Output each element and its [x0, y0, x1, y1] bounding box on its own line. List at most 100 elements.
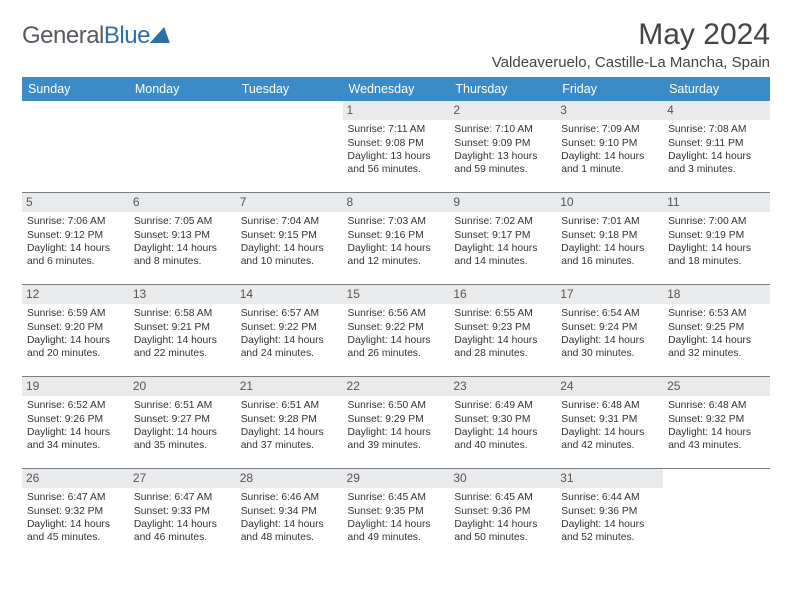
day-number: 23: [449, 377, 556, 396]
sunrise-text: Sunrise: 6:51 AM: [134, 399, 231, 412]
daylight-text: Daylight: 14 hours and 49 minutes.: [348, 518, 445, 544]
calendar-day-cell: 18Sunrise: 6:53 AMSunset: 9:25 PMDayligh…: [663, 285, 770, 377]
daylight-text: Daylight: 14 hours and 28 minutes.: [454, 334, 551, 360]
sunset-text: Sunset: 9:19 PM: [668, 229, 765, 242]
day-number: 2: [449, 101, 556, 120]
sunrise-text: Sunrise: 6:54 AM: [561, 307, 658, 320]
day-number: 3: [556, 101, 663, 120]
weekday-header: Sunday: [22, 77, 129, 101]
calendar-day-cell: 4Sunrise: 7:08 AMSunset: 9:11 PMDaylight…: [663, 101, 770, 193]
day-number: 28: [236, 469, 343, 488]
day-number: 12: [22, 285, 129, 304]
sunrise-text: Sunrise: 6:47 AM: [27, 491, 124, 504]
sunset-text: Sunset: 9:20 PM: [27, 321, 124, 334]
calendar-table: SundayMondayTuesdayWednesdayThursdayFrid…: [22, 77, 770, 560]
calendar-day-cell: 26Sunrise: 6:47 AMSunset: 9:32 PMDayligh…: [22, 469, 129, 561]
calendar-day-cell: 6 Sunrise: 7:05 AMSunset: 9:13 PMDaylight…: [129, 193, 236, 285]
weekday-header: Monday: [129, 77, 236, 101]
calendar-day-cell: 24Sunrise: 6:48 AMSunset: 9:31 PMDayligh…: [556, 377, 663, 469]
sunrise-text: Sunrise: 6:57 AM: [241, 307, 338, 320]
sunrise-text: Sunrise: 7:04 AM: [241, 215, 338, 228]
sunrise-text: Sunrise: 6:44 AM: [561, 491, 658, 504]
brand-part2: Blue: [104, 22, 150, 49]
sunrise-text: Sunrise: 6:55 AM: [454, 307, 551, 320]
sunset-text: Sunset: 9:34 PM: [241, 505, 338, 518]
sunset-text: Sunset: 9:22 PM: [241, 321, 338, 334]
sunset-text: Sunset: 9:10 PM: [561, 137, 658, 150]
day-number: 20: [129, 377, 236, 396]
calendar-day-cell: 30Sunrise: 6:45 AMSunset: 9:36 PMDayligh…: [449, 469, 556, 561]
day-number: 18: [663, 285, 770, 304]
title-block: May 2024 Valdeaveruelo, Castille-La Manc…: [492, 18, 770, 71]
calendar-head: SundayMondayTuesdayWednesdayThursdayFrid…: [22, 77, 770, 101]
day-number: 16: [449, 285, 556, 304]
calendar-day-cell: .: [663, 469, 770, 561]
calendar-day-cell: 17Sunrise: 6:54 AMSunset: 9:24 PMDayligh…: [556, 285, 663, 377]
calendar-day-cell: 31Sunrise: 6:44 AMSunset: 9:36 PMDayligh…: [556, 469, 663, 561]
sunrise-text: Sunrise: 6:45 AM: [454, 491, 551, 504]
brand-part1: General: [22, 22, 104, 49]
calendar-day-cell: 9Sunrise: 7:02 AMSunset: 9:17 PMDaylight…: [449, 193, 556, 285]
daylight-text: Daylight: 14 hours and 10 minutes.: [241, 242, 338, 268]
daylight-text: Daylight: 14 hours and 35 minutes.: [134, 426, 231, 452]
calendar-day-cell: 11Sunrise: 7:00 AMSunset: 9:19 PMDayligh…: [663, 193, 770, 285]
brand-text: GeneralBlue: [22, 22, 150, 50]
calendar-day-cell: 3 Sunrise: 7:09 AMSunset: 9:10 PMDaylight…: [556, 101, 663, 193]
sunrise-text: Sunrise: 6:53 AM: [668, 307, 765, 320]
calendar-day-cell: 13Sunrise: 6:58 AMSunset: 9:21 PMDayligh…: [129, 285, 236, 377]
daylight-text: Daylight: 14 hours and 37 minutes.: [241, 426, 338, 452]
brand-triangle-icon: [150, 27, 174, 43]
sunset-text: Sunset: 9:15 PM: [241, 229, 338, 242]
calendar-week-row: 12Sunrise: 6:59 AMSunset: 9:20 PMDayligh…: [22, 285, 770, 377]
day-number: 19: [22, 377, 129, 396]
calendar-week-row: 19Sunrise: 6:52 AMSunset: 9:26 PMDayligh…: [22, 377, 770, 469]
sunset-text: Sunset: 9:32 PM: [27, 505, 124, 518]
daylight-text: Daylight: 14 hours and 8 minutes.: [134, 242, 231, 268]
sunrise-text: Sunrise: 7:05 AM: [134, 215, 231, 228]
day-number: 6: [129, 193, 236, 212]
sunrise-text: Sunrise: 7:00 AM: [668, 215, 765, 228]
calendar-day-cell: 2Sunrise: 7:10 AMSunset: 9:09 PMDaylight…: [449, 101, 556, 193]
day-number: 30: [449, 469, 556, 488]
day-number: 27: [129, 469, 236, 488]
daylight-text: Daylight: 14 hours and 45 minutes.: [27, 518, 124, 544]
calendar-day-cell: 28Sunrise: 6:46 AMSunset: 9:34 PMDayligh…: [236, 469, 343, 561]
calendar-day-cell: 19Sunrise: 6:52 AMSunset: 9:26 PMDayligh…: [22, 377, 129, 469]
day-number: 9: [449, 193, 556, 212]
sunrise-text: Sunrise: 6:56 AM: [348, 307, 445, 320]
day-number: 21: [236, 377, 343, 396]
daylight-text: Daylight: 14 hours and 6 minutes.: [27, 242, 124, 268]
calendar-day-cell: 29Sunrise: 6:45 AMSunset: 9:35 PMDayligh…: [343, 469, 450, 561]
sunset-text: Sunset: 9:13 PM: [134, 229, 231, 242]
day-number: 7: [236, 193, 343, 212]
calendar-day-cell: 22Sunrise: 6:50 AMSunset: 9:29 PMDayligh…: [343, 377, 450, 469]
daylight-text: Daylight: 14 hours and 1 minute.: [561, 150, 658, 176]
sunrise-text: Sunrise: 6:58 AM: [134, 307, 231, 320]
sunset-text: Sunset: 9:11 PM: [668, 137, 765, 150]
daylight-text: Daylight: 13 hours and 56 minutes.: [348, 150, 445, 176]
daylight-text: Daylight: 14 hours and 20 minutes.: [27, 334, 124, 360]
page-title: May 2024: [492, 18, 770, 52]
daylight-text: Daylight: 14 hours and 39 minutes.: [348, 426, 445, 452]
daylight-text: Daylight: 14 hours and 42 minutes.: [561, 426, 658, 452]
calendar-day-cell: 8Sunrise: 7:03 AMSunset: 9:16 PMDaylight…: [343, 193, 450, 285]
calendar-day-cell: 10Sunrise: 7:01 AMSunset: 9:18 PMDayligh…: [556, 193, 663, 285]
sunrise-text: Sunrise: 7:02 AM: [454, 215, 551, 228]
calendar-day-cell: 7 Sunrise: 7:04 AMSunset: 9:15 PMDaylight…: [236, 193, 343, 285]
daylight-text: Daylight: 14 hours and 40 minutes.: [454, 426, 551, 452]
sunset-text: Sunset: 9:27 PM: [134, 413, 231, 426]
weekday-header: Saturday: [663, 77, 770, 101]
sunset-text: Sunset: 9:32 PM: [668, 413, 765, 426]
sunrise-text: Sunrise: 7:06 AM: [27, 215, 124, 228]
daylight-text: Daylight: 14 hours and 12 minutes.: [348, 242, 445, 268]
sunrise-text: Sunrise: 7:08 AM: [668, 123, 765, 136]
sunrise-text: Sunrise: 7:09 AM: [561, 123, 658, 136]
sunset-text: Sunset: 9:24 PM: [561, 321, 658, 334]
sunrise-text: Sunrise: 6:47 AM: [134, 491, 231, 504]
daylight-text: Daylight: 14 hours and 26 minutes.: [348, 334, 445, 360]
calendar-day-cell: 14Sunrise: 6:57 AMSunset: 9:22 PMDayligh…: [236, 285, 343, 377]
day-number: 11: [663, 193, 770, 212]
daylight-text: Daylight: 14 hours and 30 minutes.: [561, 334, 658, 360]
calendar-week-row: ...1Sunrise: 7:11 AMSunset: 9:08 PMDayli…: [22, 101, 770, 193]
day-number: 31: [556, 469, 663, 488]
